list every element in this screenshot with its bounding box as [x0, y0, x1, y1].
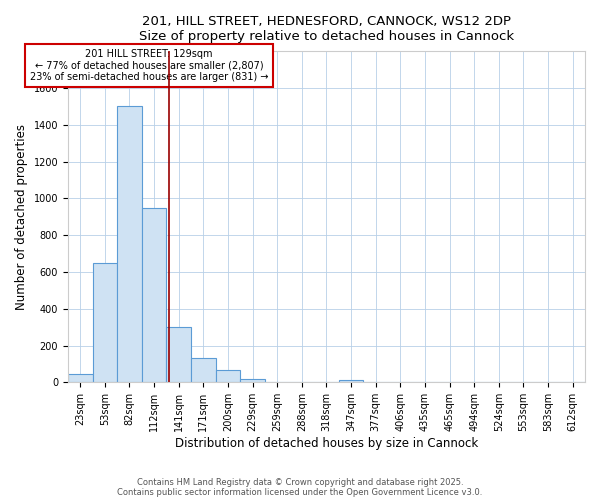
X-axis label: Distribution of detached houses by size in Cannock: Distribution of detached houses by size … — [175, 437, 478, 450]
Bar — [166, 327, 191, 382]
Y-axis label: Number of detached properties: Number of detached properties — [15, 124, 28, 310]
Bar — [142, 208, 166, 382]
Bar — [68, 374, 92, 382]
Bar — [117, 106, 142, 382]
Bar — [92, 262, 117, 382]
Bar — [339, 380, 364, 382]
Bar — [240, 378, 265, 382]
Bar — [215, 370, 240, 382]
Text: Contains HM Land Registry data © Crown copyright and database right 2025.
Contai: Contains HM Land Registry data © Crown c… — [118, 478, 482, 497]
Bar — [191, 358, 215, 382]
Text: 201 HILL STREET: 129sqm
← 77% of detached houses are smaller (2,807)
23% of semi: 201 HILL STREET: 129sqm ← 77% of detache… — [30, 49, 268, 82]
Title: 201, HILL STREET, HEDNESFORD, CANNOCK, WS12 2DP
Size of property relative to det: 201, HILL STREET, HEDNESFORD, CANNOCK, W… — [139, 15, 514, 43]
